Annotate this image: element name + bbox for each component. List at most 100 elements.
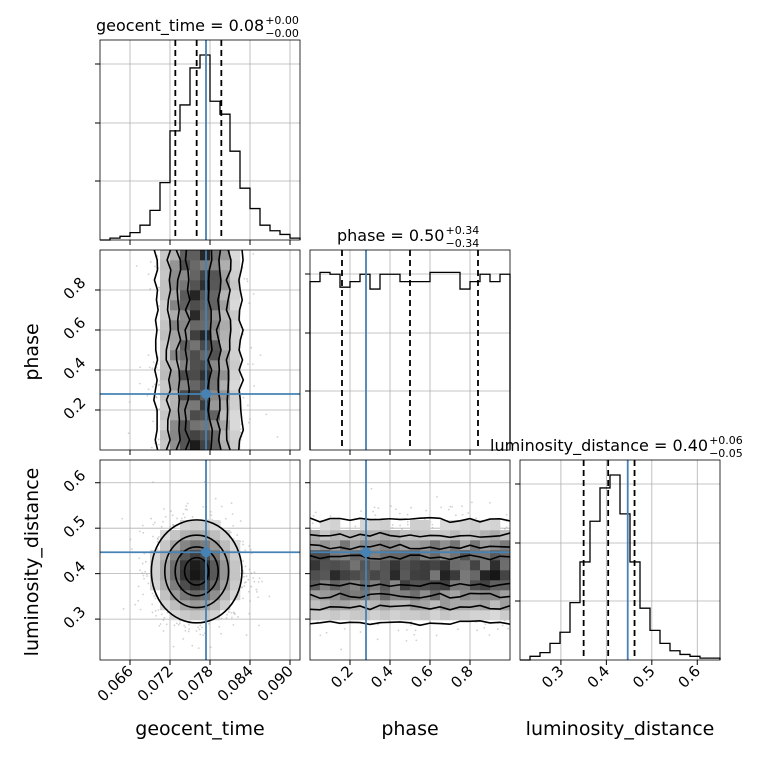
sample-point (354, 525, 357, 528)
density-cell (210, 390, 221, 401)
sample-point (394, 508, 397, 511)
density-cell (210, 270, 221, 281)
sample-point (147, 582, 150, 585)
density-cell (170, 300, 181, 311)
density-cell (330, 550, 341, 561)
density-cell (470, 530, 481, 541)
sample-point (155, 396, 158, 399)
density-cell (410, 570, 421, 581)
density-cell (410, 560, 421, 571)
sample-point (253, 385, 256, 387)
density-cell (210, 370, 221, 381)
density-cell (480, 610, 491, 621)
density-cell (340, 570, 351, 581)
sample-point (195, 630, 198, 632)
joint-phase-luminosity-distance: 0.2 0.4 0.6 0.8 (305, 459, 511, 692)
sample-point (312, 514, 315, 517)
density-cell (390, 530, 401, 541)
panel-frame (99, 249, 301, 451)
density-cell (160, 320, 171, 331)
density-cell (180, 540, 191, 551)
sample-point (373, 506, 376, 509)
density-cell (210, 330, 221, 341)
panels: 0.3 0.4 0.5 0.60.20.40.60.80.0660.0720.0780… (60, 39, 721, 705)
sample-point (148, 366, 151, 369)
density-cell (190, 340, 201, 351)
sample-point (139, 569, 141, 572)
density-cell (160, 550, 171, 561)
y-tick-label: 0.6 (60, 466, 90, 496)
density-cell (210, 560, 221, 571)
panel-frame (309, 459, 511, 661)
density-cell (160, 380, 171, 391)
density-cell (450, 540, 461, 551)
sample-point (186, 502, 189, 505)
contour-line (165, 250, 172, 450)
sample-point (128, 401, 131, 403)
density-cell (220, 360, 231, 371)
sample-point (157, 286, 160, 289)
density-cell (180, 610, 191, 621)
density-cell (210, 360, 221, 371)
marginal-geocent-time (95, 39, 301, 245)
density-cell (390, 570, 401, 581)
sample-point (258, 577, 261, 580)
sample-point (156, 537, 159, 540)
luminosity-distance-title-plus: +0.06 (709, 434, 743, 447)
sample-point (425, 509, 428, 512)
density-cell (420, 590, 431, 601)
density-cell (210, 430, 221, 441)
density-cell (490, 560, 501, 571)
sample-point (127, 432, 130, 435)
sample-point (247, 363, 249, 366)
contour-line (163, 534, 230, 609)
density-cell (220, 560, 231, 571)
x-tick-label: 0.4 (584, 662, 614, 692)
sample-point (410, 506, 413, 509)
sample-point (183, 516, 186, 519)
sample-point (173, 624, 176, 627)
sample-point (227, 611, 230, 613)
sample-point (134, 603, 137, 606)
sample-point (259, 354, 262, 357)
density-cell (460, 570, 471, 581)
density-cell (480, 540, 491, 551)
phase-title: phase = 0.50 (337, 226, 444, 245)
sample-point (401, 528, 403, 530)
geocent-time-title: geocent_time = 0.08 (96, 16, 264, 36)
sample-point (476, 629, 478, 632)
density-cell (180, 400, 191, 411)
density-cell (220, 540, 231, 551)
density-cell (420, 600, 431, 611)
density-cell (500, 560, 510, 571)
sample-point (257, 596, 260, 599)
sample-point (147, 273, 150, 276)
density-cell (230, 570, 241, 581)
sample-point (242, 575, 245, 578)
density-cell (210, 420, 221, 431)
sample-point (178, 622, 181, 625)
sample-point (236, 534, 239, 536)
density-cell (400, 570, 411, 581)
sample-point (255, 590, 258, 593)
density-cell (380, 540, 391, 551)
sample-point (406, 520, 409, 523)
density-cell (400, 550, 411, 561)
density-cell (500, 600, 510, 611)
density-cell (380, 520, 391, 531)
sample-point (250, 572, 253, 575)
sample-point (431, 526, 434, 529)
density-cell (470, 570, 481, 581)
sample-point (152, 481, 154, 484)
joint-content (310, 487, 510, 651)
sample-point (429, 620, 432, 623)
density-cell (160, 590, 171, 601)
density-cell (170, 410, 181, 421)
density-cell (500, 570, 510, 581)
density-cell (410, 590, 421, 601)
sample-point (245, 634, 248, 636)
sample-point (372, 510, 375, 513)
density-cell (160, 420, 171, 431)
y-tick-label: 0.4 (60, 557, 90, 587)
density-cell (190, 270, 201, 281)
